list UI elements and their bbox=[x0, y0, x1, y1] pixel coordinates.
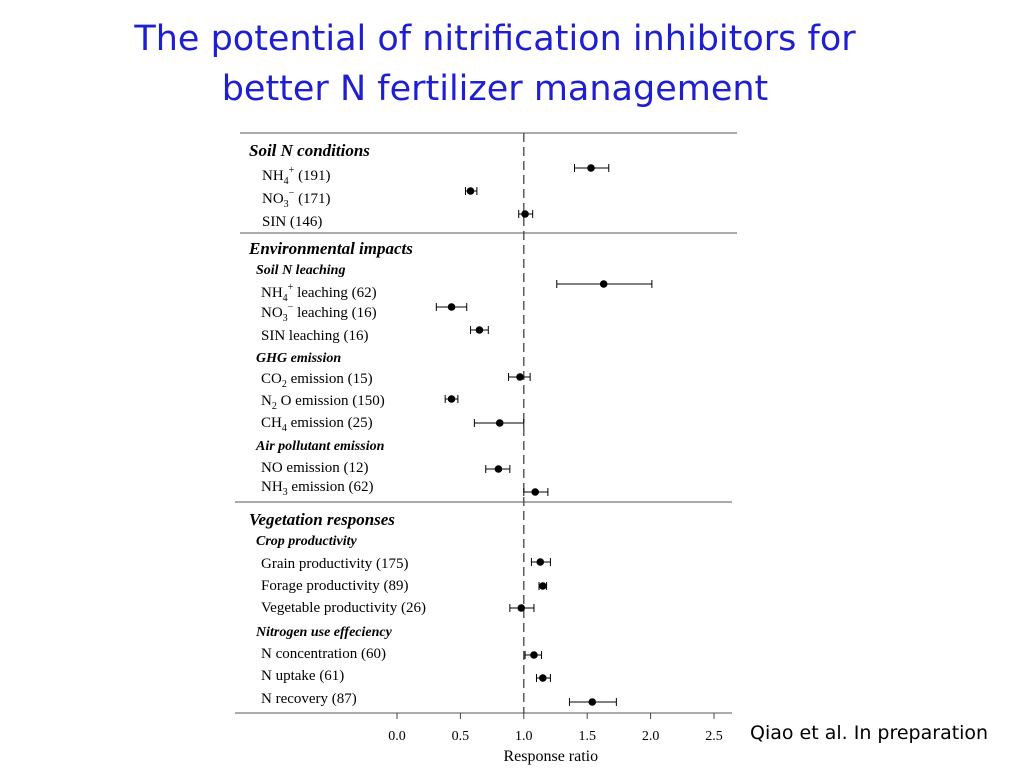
row-label: Forage productivity (89) bbox=[261, 578, 408, 594]
slide-title-line-2: better N fertilizer management bbox=[221, 69, 769, 109]
row-label: NO emission (12) bbox=[261, 460, 369, 476]
point-estimate bbox=[531, 488, 540, 496]
subgroup-label: Soil N leaching bbox=[256, 263, 345, 278]
point-estimate bbox=[539, 674, 547, 682]
row-label: N uptake (61) bbox=[261, 668, 344, 684]
row-label: SIN leaching (16) bbox=[261, 328, 368, 344]
row-label: NH3 emission (62) bbox=[261, 479, 374, 498]
row-label: N2 O emission (150) bbox=[261, 393, 385, 412]
x-tick-label: 2.0 bbox=[642, 729, 660, 744]
point-estimate bbox=[466, 187, 475, 195]
subgroup-label: Air pollutant emission bbox=[255, 439, 385, 454]
point-estimate bbox=[495, 419, 504, 427]
slide-title-line-1: The potential of nitrification inhibitor… bbox=[134, 19, 856, 59]
point-estimate bbox=[517, 604, 526, 612]
group-label: Vegetation responses bbox=[249, 510, 395, 529]
x-tick-label: 1.0 bbox=[515, 729, 533, 744]
x-tick-label: 2.5 bbox=[705, 729, 723, 744]
row-label: NH4+ leaching (62) bbox=[261, 282, 377, 304]
row-label: NO3− (171) bbox=[262, 188, 331, 210]
row-label: CO2 emission (15) bbox=[261, 371, 373, 390]
point-estimate bbox=[516, 373, 524, 381]
row-label: N concentration (60) bbox=[261, 646, 386, 662]
row-label: N recovery (87) bbox=[261, 691, 357, 707]
row-label: Vegetable productivity (26) bbox=[261, 600, 426, 616]
row-label: Grain productivity (175) bbox=[261, 556, 408, 572]
point-estimate bbox=[521, 210, 529, 218]
group-label: Environmental impacts bbox=[248, 239, 413, 258]
point-estimate bbox=[494, 465, 503, 473]
point-estimate bbox=[539, 582, 547, 590]
point-estimate bbox=[536, 558, 545, 566]
subgroup-label: Crop productivity bbox=[256, 534, 358, 549]
x-tick-label: 1.5 bbox=[578, 729, 596, 744]
subgroup-label: Nitrogen use effeciency bbox=[255, 625, 393, 640]
citation: Qiao et al. In preparation bbox=[750, 722, 989, 744]
row-label: SIN (146) bbox=[262, 214, 322, 230]
point-estimate bbox=[475, 326, 484, 334]
slide-title: The potential of nitrification inhibitor… bbox=[60, 14, 930, 114]
group-label: Soil N conditions bbox=[249, 141, 370, 160]
row-label: NH4+ (191) bbox=[262, 165, 331, 187]
x-tick-label: 0.0 bbox=[388, 729, 406, 744]
point-estimate bbox=[447, 395, 456, 403]
row-label: CH4 emission (25) bbox=[261, 415, 373, 434]
x-tick-label: 0.5 bbox=[452, 729, 470, 744]
point-estimate bbox=[587, 164, 595, 172]
point-estimate bbox=[447, 303, 456, 311]
x-axis-label: Response ratio bbox=[503, 748, 598, 765]
point-estimate bbox=[588, 698, 597, 706]
subgroup-label: GHG emission bbox=[256, 351, 341, 366]
point-estimate bbox=[530, 651, 538, 659]
row-label: NO3− leaching (16) bbox=[261, 302, 377, 324]
point-estimate bbox=[599, 280, 608, 288]
